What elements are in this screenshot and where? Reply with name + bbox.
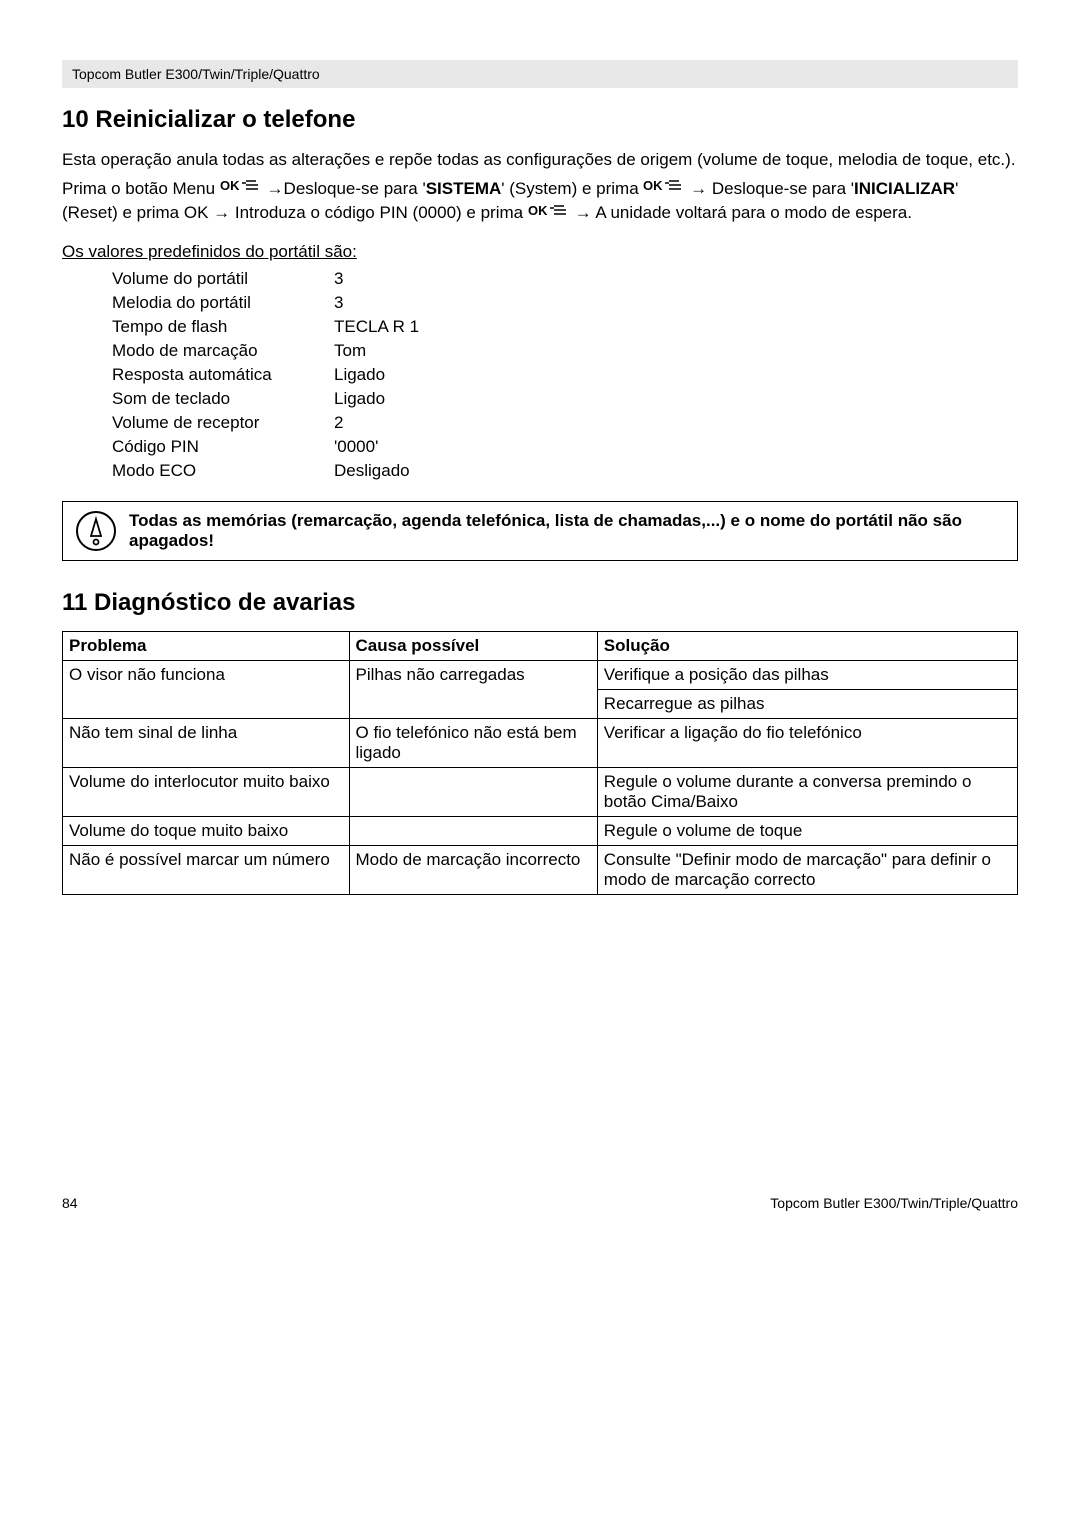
header-product-text: Topcom Butler E300/Twin/Triple/Quattro <box>72 66 320 82</box>
default-key: Modo de marcação <box>112 341 332 363</box>
section-11-title: 11 Diagnóstico de avarias <box>62 589 1018 617</box>
cell-cause: O fio telefónico não está bem ligado <box>349 718 597 767</box>
default-value: Desligado <box>334 461 419 483</box>
default-row: Resposta automáticaLigado <box>112 365 419 387</box>
default-key: Tempo de flash <box>112 317 332 339</box>
section-10-instructions: Prima o botão Menu OK →Desloque-se para … <box>62 177 1018 227</box>
col-problem: Problema <box>63 631 350 660</box>
arrow-icon: → <box>213 203 230 222</box>
default-row: Modo de marcaçãoTom <box>112 341 419 363</box>
table-row: Volume do toque muito baixo Regule o vol… <box>63 816 1018 845</box>
instr-text-4: Desloque-se para ' <box>712 179 854 198</box>
table-row: Não tem sinal de linha O fio telefónico … <box>63 718 1018 767</box>
cell-problem: Volume do interlocutor muito baixo <box>63 767 350 816</box>
arrow-icon: → <box>267 179 284 198</box>
default-key: Código PIN <box>112 437 332 459</box>
cell-cause <box>349 767 597 816</box>
cell-problem: Não tem sinal de linha <box>63 718 350 767</box>
header-product-bar: Topcom Butler E300/Twin/Triple/Quattro <box>62 60 1018 88</box>
default-value: 3 <box>334 293 419 315</box>
instr-text-7: A unidade voltará para o modo de espera. <box>592 203 912 222</box>
cell-solution: Regule o volume de toque <box>597 816 1017 845</box>
cell-cause: Modo de marcação incorrecto <box>349 845 597 894</box>
cell-problem: O visor não funciona <box>63 660 350 718</box>
instr-text-1: Prima o botão Menu <box>62 179 220 198</box>
ok-menu-icon: OK <box>220 177 262 202</box>
default-key: Volume de receptor <box>112 413 332 435</box>
default-row: Volume de receptor2 <box>112 413 419 435</box>
instr-text-2: Desloque-se para ' <box>284 179 426 198</box>
col-solution: Solução <box>597 631 1017 660</box>
instr-sistema-bold: SISTEMA <box>426 179 502 198</box>
cell-solution: Recarregue as pilhas <box>597 689 1017 718</box>
default-row: Código PIN'0000' <box>112 437 419 459</box>
default-value: 2 <box>334 413 419 435</box>
ok-menu-icon: OK <box>643 177 685 202</box>
cell-solution: Verificar a ligação do fio telefónico <box>597 718 1017 767</box>
svg-text:OK: OK <box>643 178 663 193</box>
default-row: Volume do portátil3 <box>112 269 419 291</box>
defaults-table: Volume do portátil3Melodia do portátil3T… <box>110 267 421 485</box>
page-number: 84 <box>62 1195 78 1211</box>
default-row: Som de tecladoLigado <box>112 389 419 411</box>
default-key: Volume do portátil <box>112 269 332 291</box>
table-row: O visor não funciona Pilhas não carregad… <box>63 660 1018 689</box>
cell-problem: Volume do toque muito baixo <box>63 816 350 845</box>
instr-text-6: Introduza o código PIN (0000) e prima <box>230 203 528 222</box>
default-value: TECLA R 1 <box>334 317 419 339</box>
table-row: Não é possível marcar um número Modo de … <box>63 845 1018 894</box>
defaults-heading: Os valores predefinidos do portátil são: <box>62 240 1018 265</box>
default-row: Tempo de flashTECLA R 1 <box>112 317 419 339</box>
cell-solution: Consulte "Definir modo de marcação" para… <box>597 845 1017 894</box>
cell-problem: Não é possível marcar um número <box>63 845 350 894</box>
section-10-title: 10 Reinicializar o telefone <box>62 106 1018 134</box>
cell-solution: Regule o volume durante a conversa premi… <box>597 767 1017 816</box>
default-value: 3 <box>334 269 419 291</box>
ok-menu-icon: OK <box>528 202 570 227</box>
alert-icon <box>73 510 119 552</box>
instr-init-bold: INICIALIZAR <box>854 179 955 198</box>
default-key: Modo ECO <box>112 461 332 483</box>
section-10-intro: Esta operação anula todas as alterações … <box>62 148 1018 173</box>
default-row: Modo ECODesligado <box>112 461 419 483</box>
troubleshoot-table: Problema Causa possível Solução O visor … <box>62 631 1018 895</box>
default-value: Tom <box>334 341 419 363</box>
col-cause: Causa possível <box>349 631 597 660</box>
cell-solution: Verifique a posição das pilhas <box>597 660 1017 689</box>
note-text: Todas as memórias (remarcação, agenda te… <box>129 511 1007 551</box>
cell-cause <box>349 816 597 845</box>
page-footer: 84 Topcom Butler E300/Twin/Triple/Quattr… <box>0 1195 1080 1251</box>
default-value: Ligado <box>334 365 419 387</box>
table-row: Volume do interlocutor muito baixo Regul… <box>63 767 1018 816</box>
default-value: Ligado <box>334 389 419 411</box>
cell-cause: Pilhas não carregadas <box>349 660 597 718</box>
instr-text-3: ' (System) e prima <box>501 179 643 198</box>
arrow-icon: → <box>575 203 592 222</box>
svg-text:OK: OK <box>220 178 240 193</box>
note-box: Todas as memórias (remarcação, agenda te… <box>62 501 1018 561</box>
svg-text:OK: OK <box>528 203 548 218</box>
default-row: Melodia do portátil3 <box>112 293 419 315</box>
default-key: Som de teclado <box>112 389 332 411</box>
default-value: '0000' <box>334 437 419 459</box>
default-key: Melodia do portátil <box>112 293 332 315</box>
footer-product: Topcom Butler E300/Twin/Triple/Quattro <box>770 1195 1018 1211</box>
default-key: Resposta automática <box>112 365 332 387</box>
arrow-icon: → <box>690 179 707 198</box>
